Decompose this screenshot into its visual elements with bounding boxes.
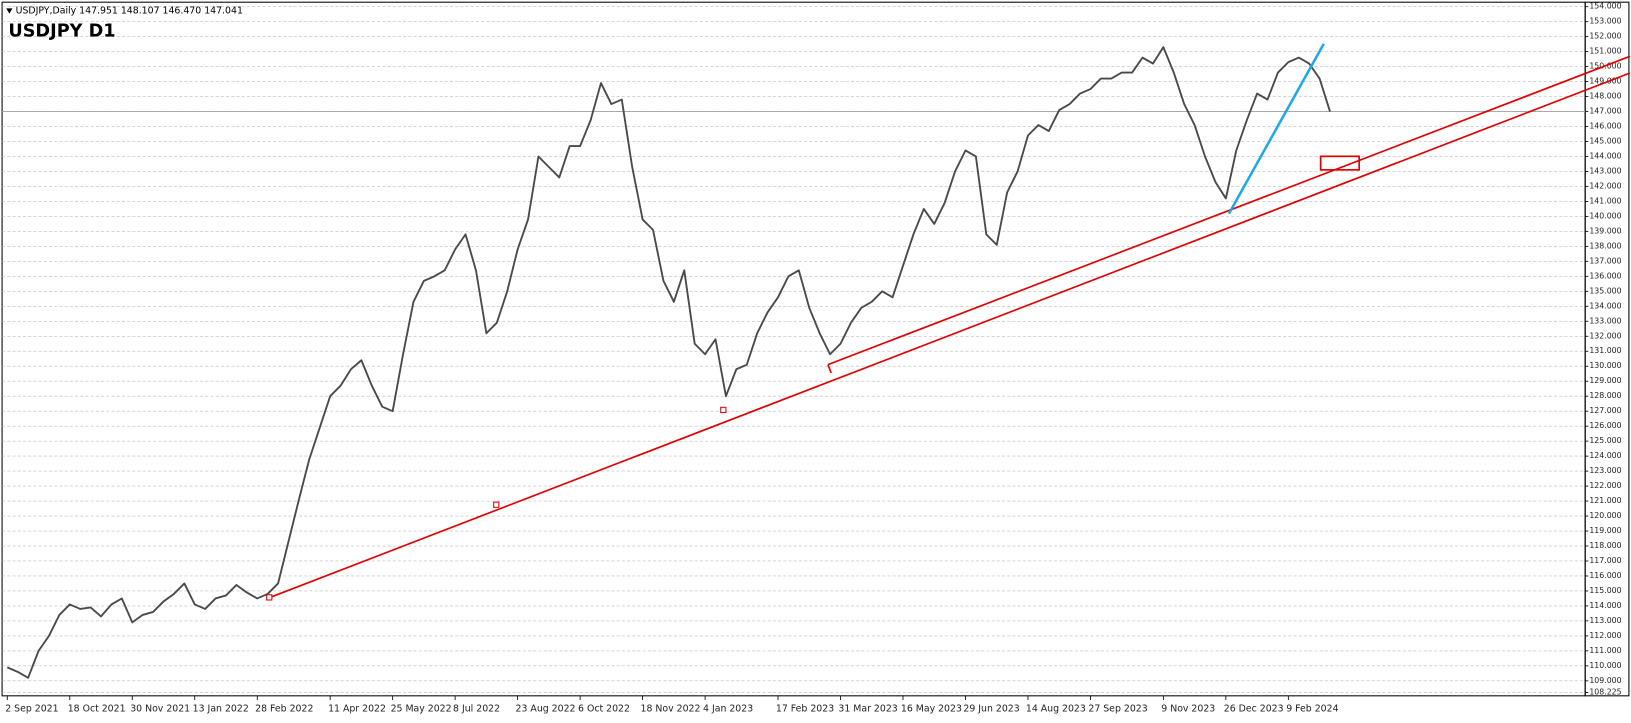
- plot-layer: 108.225 109.000 110.000 111.000 112.000 113.0…: [2, 2, 1622, 714]
- x-tick-label: 9 Nov 2023: [1161, 703, 1215, 714]
- y-tick-label: 139.000: [1589, 226, 1621, 235]
- y-tick-label: 131.000: [1589, 346, 1621, 355]
- anchor-point: [720, 406, 727, 414]
- y-tick-label: 145.000: [1589, 137, 1621, 146]
- y-tick-label: 115.000: [1589, 586, 1621, 595]
- x-tick-label: 29 Jun 2023: [963, 703, 1019, 714]
- x-tick-label: 11 Apr 2022: [328, 703, 386, 714]
- y-tick-label: 120.000: [1589, 511, 1621, 520]
- x-tick-label: 16 May 2023: [901, 703, 962, 714]
- trend-line: [827, 55, 1631, 366]
- x-tick-label: 17 Feb 2023: [776, 703, 834, 714]
- y-tick-label: 152.000: [1589, 32, 1621, 41]
- y-tick-label: 136.000: [1589, 271, 1621, 280]
- menu-arrow[interactable]: [6, 8, 13, 14]
- zone-box: [1319, 155, 1360, 171]
- y-tick-label: 154.000: [1589, 2, 1621, 11]
- x-tick-label: 25 May 2022: [391, 703, 452, 714]
- x-tick-label: 2 Sep 2021: [5, 703, 58, 714]
- y-tick-label: 123.000: [1589, 466, 1621, 475]
- x-tick-label: 23 Aug 2022: [516, 703, 576, 714]
- y-tick-label: 147.000: [1589, 107, 1621, 116]
- y-tick-label: 128.000: [1589, 391, 1621, 400]
- x-tick-label: 4 Jan 2023: [703, 703, 753, 714]
- y-tick-label: 116.000: [1589, 571, 1621, 580]
- anchor-point: [493, 501, 500, 508]
- y-tick-label: 125.000: [1589, 436, 1621, 445]
- y-tick-label: 144.000: [1589, 151, 1621, 160]
- y-tick-label: 130.000: [1589, 361, 1621, 370]
- x-tick-label: 31 Mar 2023: [838, 703, 897, 714]
- y-tick-label: 135.000: [1589, 286, 1621, 295]
- y-tick-label: 109.000: [1589, 676, 1621, 685]
- x-tick-label: 13 Jan 2022: [193, 703, 249, 714]
- y-tick-label: 138.000: [1589, 241, 1621, 250]
- anchor-point: [266, 594, 273, 601]
- y-tick-label: 111.000: [1589, 646, 1621, 655]
- y-tick-label: 124.000: [1589, 451, 1621, 460]
- y-tick-label: 119.000: [1589, 526, 1621, 535]
- y-tick-label: 114.000: [1589, 601, 1621, 610]
- y-tick-label: 134.000: [1589, 301, 1621, 310]
- y-tick-label: 141.000: [1589, 196, 1621, 205]
- y-tick-label: 137.000: [1589, 256, 1621, 265]
- x-tick-label: 26 Dec 2023: [1224, 703, 1284, 714]
- chart-title: USDJPY D1: [8, 22, 115, 42]
- y-tick-label: 151.000: [1589, 47, 1621, 56]
- header-info: USDJPY,Daily 147.951 148.107 146.470 147…: [16, 6, 243, 17]
- y-tick-label: 132.000: [1589, 331, 1621, 340]
- x-tick-label: 9 Feb 2024: [1286, 703, 1338, 714]
- y-tick-label: 133.000: [1589, 316, 1621, 325]
- x-tick-label: 28 Feb 2022: [255, 703, 313, 714]
- y-tick-label: 140.000: [1589, 211, 1621, 220]
- x-tick-label: 27 Sep 2023: [1088, 703, 1147, 714]
- trend-line: [1227, 43, 1325, 215]
- y-tick-label: 143.000: [1589, 166, 1621, 175]
- y-tick-label: 149.000: [1589, 77, 1621, 86]
- x-tick-label: 18 Nov 2022: [641, 703, 701, 714]
- y-tick-label: 122.000: [1589, 481, 1621, 490]
- trend-line: [827, 364, 832, 374]
- y-tick-label: 118.000: [1589, 541, 1621, 550]
- y-tick-label: 148.000: [1589, 92, 1621, 101]
- price-axis-frame: [1584, 1, 1630, 697]
- y-tick-label: 126.000: [1589, 421, 1621, 430]
- y-tick-label: 108.225: [1589, 687, 1621, 696]
- x-tick-label: 18 Oct 2021: [68, 703, 126, 714]
- y-tick-label: 113.000: [1589, 616, 1621, 625]
- y-tick-label: 127.000: [1589, 406, 1621, 415]
- x-tick-label: 30 Nov 2021: [130, 703, 190, 714]
- y-tick-label: 146.000: [1589, 122, 1621, 131]
- price-series: [6, 46, 1331, 679]
- trend-line: [268, 72, 1631, 599]
- y-tick-label: 129.000: [1589, 376, 1621, 385]
- x-tick-label: 8 Jul 2022: [453, 703, 500, 714]
- y-tick-label: 117.000: [1589, 556, 1621, 565]
- x-tick-label: 14 Aug 2023: [1026, 703, 1086, 714]
- y-tick-label: 110.000: [1589, 661, 1621, 670]
- x-tick-label: 6 Oct 2022: [578, 703, 630, 714]
- y-tick-label: 153.000: [1589, 17, 1621, 26]
- y-tick-label: 142.000: [1589, 181, 1621, 190]
- y-tick-label: 112.000: [1589, 631, 1621, 640]
- y-tick-label: 121.000: [1589, 496, 1621, 505]
